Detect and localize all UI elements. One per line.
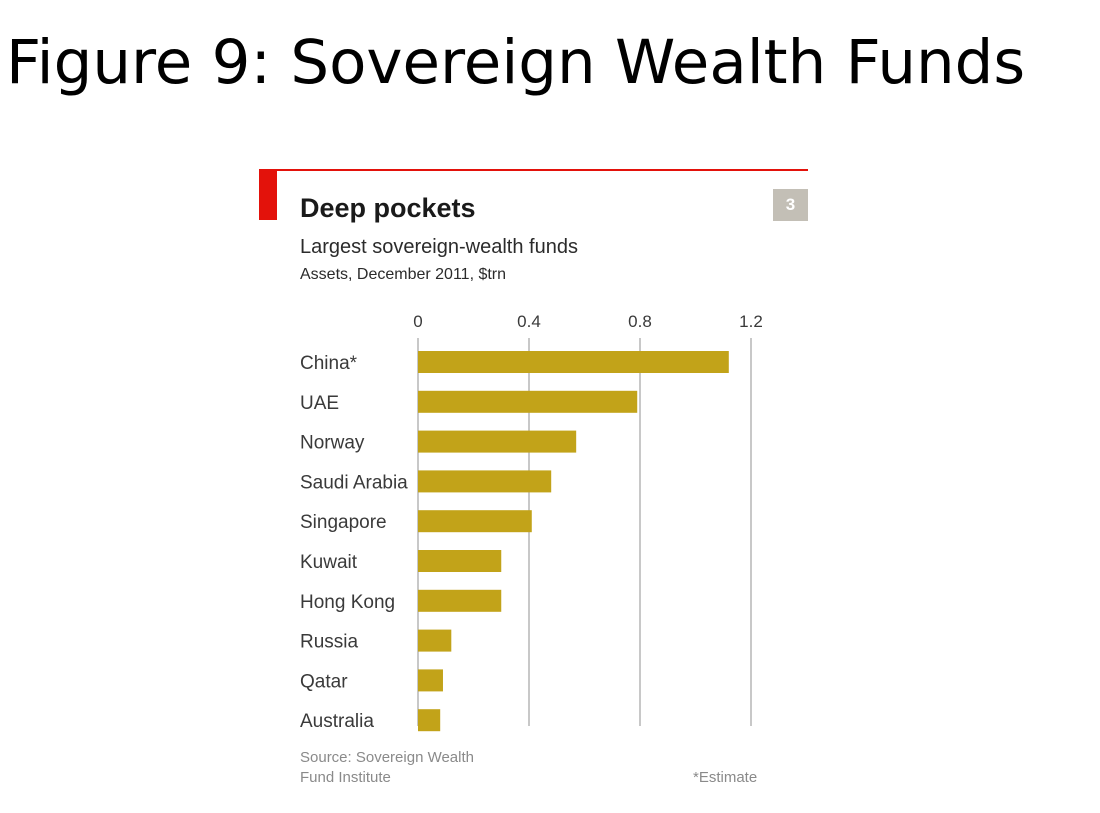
bar: [418, 669, 443, 692]
category-label: Australia: [300, 711, 374, 732]
x-tick-label: 0: [413, 312, 422, 331]
category-label: Hong Kong: [300, 592, 395, 613]
category-label: China*: [300, 353, 358, 374]
bar: [418, 470, 552, 493]
bar: [418, 430, 577, 453]
bar: [418, 390, 638, 413]
slide-title: Figure 9: Sovereign Wealth Funds: [6, 27, 1026, 98]
chart-subtitle: Largest sovereign-wealth funds: [300, 236, 578, 258]
category-label: Qatar: [300, 671, 348, 692]
category-label: Kuwait: [300, 552, 358, 573]
bar: [418, 550, 502, 572]
red-tab-decoration: [259, 169, 277, 220]
category-label: Saudi Arabia: [300, 472, 408, 493]
bar: [418, 351, 729, 373]
figure-number-badge: 3: [773, 189, 808, 221]
x-tick-label: 0.4: [517, 312, 541, 331]
chart-frame: 3 Deep pockets Largest sovereign-wealth …: [259, 166, 808, 800]
bar: [418, 629, 452, 652]
x-tick-label: 1.2: [739, 312, 763, 331]
estimate-note: *Estimate: [693, 769, 758, 786]
bar: [418, 589, 502, 612]
x-tick-label: 0.8: [628, 312, 652, 331]
chart-units: Assets, December 2011, $trn: [300, 266, 507, 283]
category-label: UAE: [300, 393, 339, 414]
x-tick-labels: 0 0.4 0.8 1.2: [413, 312, 763, 331]
bar: [418, 510, 532, 533]
category-label: Norway: [300, 433, 365, 454]
top-rule-decoration: [273, 169, 808, 171]
category-label: Singapore: [300, 512, 387, 533]
bar-chart-plot: 0 0.4 0.8 1.2 China* UAE Norway Saudi Arabia Si…: [300, 312, 763, 732]
bar: [418, 709, 441, 732]
category-label: Russia: [300, 632, 359, 653]
bars: [418, 351, 729, 732]
category-labels: China* UAE Norway Saudi Arabia Singapore Kuwa…: [300, 353, 408, 732]
chart-title: Deep pockets: [300, 193, 476, 223]
source-note: Source: Sovereign Wealth Fund Institute: [300, 749, 474, 786]
